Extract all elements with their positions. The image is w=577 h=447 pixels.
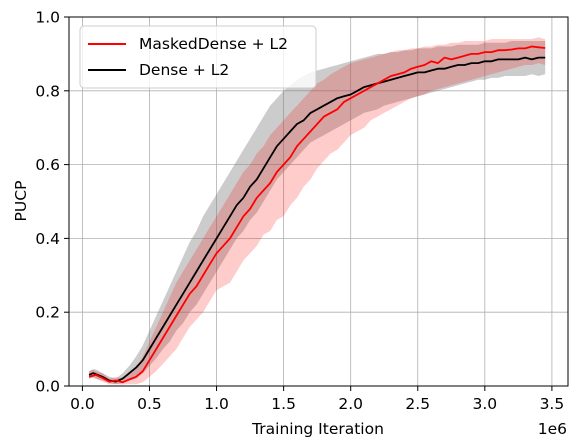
band-maskeddense-l2	[89, 37, 546, 385]
y-tick-label: 0.6	[35, 156, 60, 174]
y-tick-label: 0.8	[35, 82, 60, 100]
series-lines	[88, 45, 546, 384]
x-tick-label: 2.5	[405, 395, 430, 413]
axis-ticks: 0.0 0.5 1.0 1.5 2.0 2.5 3.0 3.5 0.0 0.2 0.4 0.6 0.8 1…	[35, 9, 564, 414]
x-tick-label: 0.5	[137, 395, 162, 413]
line-maskeddense-l2	[88, 45, 546, 384]
x-tick-label: 3.0	[473, 395, 498, 413]
line-dense-l2	[88, 56, 546, 383]
x-tick-label: 1.0	[204, 395, 229, 413]
y-tick-label: 0.0	[35, 378, 60, 396]
y-tick-label: 0.2	[35, 304, 60, 322]
x-tick-label: 3.5	[540, 395, 565, 413]
legend-box	[79, 25, 317, 89]
legend-label-dense-l2: Dense + L2	[139, 61, 229, 79]
x-tick-label: 0.0	[70, 395, 95, 413]
legend-label-masked-dense-l2: MaskedDense + L2	[139, 35, 288, 53]
y-tick-label: 1.0	[35, 9, 60, 27]
x-axis-label: Training Iteration	[251, 420, 384, 438]
x-offset-label: 1e6	[538, 420, 567, 438]
legend: MaskedDense + L2 Dense + L2	[79, 25, 317, 89]
x-tick-label: 1.5	[271, 395, 296, 413]
x-tick-label: 2.0	[338, 395, 363, 413]
plot-frame	[68, 16, 569, 387]
y-tick-label: 0.4	[35, 230, 60, 248]
y-axis-label: PUCP	[12, 181, 30, 222]
